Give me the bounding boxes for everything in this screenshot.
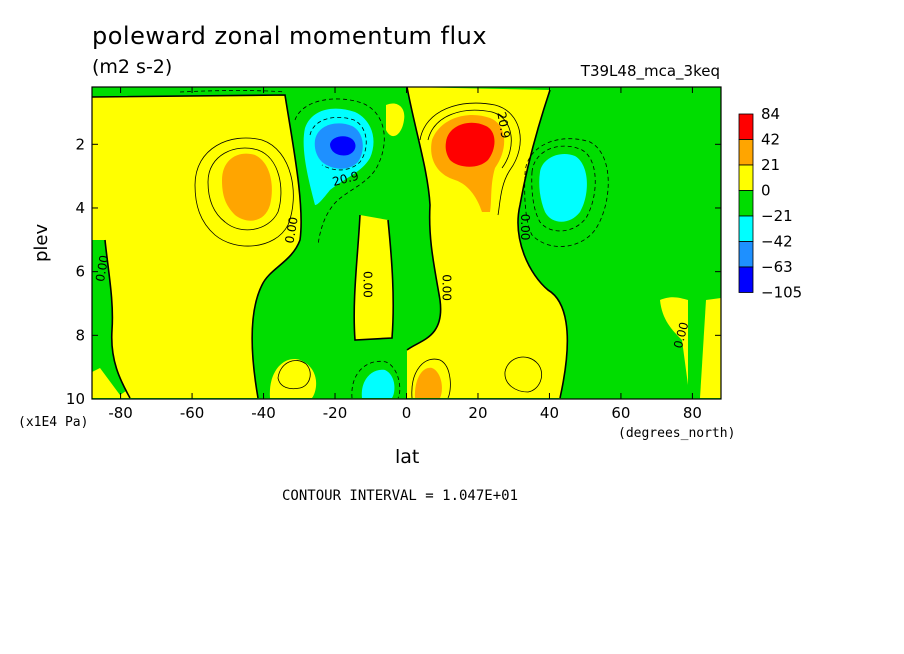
- contour-label: 20.9: [331, 169, 360, 189]
- contour-label: 20.9: [494, 111, 512, 140]
- contour-label: 0.00: [93, 254, 111, 283]
- x-tick-label: 60: [611, 404, 630, 422]
- y-tick-label: 8: [75, 326, 85, 344]
- colorbar-label: −42: [761, 233, 793, 251]
- colorbar-swatch: [738, 113, 754, 140]
- x-axis-label: lat: [395, 446, 420, 468]
- contour-north-surface-max: [411, 358, 451, 399]
- x-tick-label: 80: [683, 404, 702, 422]
- y-tick-label: 6: [75, 263, 85, 281]
- contour-north-midlat-outer: [524, 138, 609, 247]
- run-label: T39L48_mca_3keq: [580, 62, 720, 80]
- contour-north-near-surface: [504, 356, 542, 393]
- x-tick-label: -20: [323, 404, 348, 422]
- contour-label: 0.00: [282, 216, 300, 245]
- chart-title: poleward zonal momentum flux: [92, 22, 488, 50]
- x-axis-ticks: -80 -60 -40 -20 0 20 40 60 80: [108, 87, 702, 422]
- contour-label: 0.00: [361, 271, 375, 298]
- negative-contour-lines: [179, 90, 609, 399]
- field-positive-south-low: [92, 368, 170, 398]
- colorbar-swatch: [738, 139, 754, 166]
- colorbar-label: 21: [761, 156, 780, 174]
- y-tick-label: 4: [75, 199, 85, 217]
- zero-contour-central: [353, 214, 395, 341]
- zero-contour-north: [517, 89, 569, 399]
- y-axis-units: (x1E4 Pa): [18, 415, 89, 430]
- x-tick-label: 0: [402, 404, 412, 422]
- field-positive-central: [354, 215, 394, 340]
- contour-north-subtropic-outer: [419, 102, 521, 216]
- field-north-midlat-min: [539, 153, 587, 222]
- chart-units: (m2 s-2): [92, 56, 173, 78]
- x-tick-label: -40: [251, 404, 276, 422]
- contour-north-midlat-inner: [531, 145, 596, 232]
- contour-label: 0.00: [671, 320, 691, 349]
- colorbar-label: −21: [761, 207, 793, 225]
- contour-surface-south-min: [351, 360, 401, 399]
- field-south-midlat-max: [222, 153, 272, 221]
- x-axis-units: (degrees_north): [618, 426, 736, 441]
- contour-south-midlat-outer: [194, 137, 294, 247]
- field-south-subtropic-blue: [330, 136, 356, 156]
- contour-label: 0.00: [439, 274, 453, 301]
- colorbar-swatch: [738, 266, 754, 293]
- filled-contours: [92, 87, 721, 399]
- colorbar-swatch: [738, 241, 754, 268]
- contour-south-subtropic-inner: [309, 117, 367, 171]
- zero-contour-south: [92, 94, 302, 399]
- contour-top-edge: [179, 90, 286, 93]
- colorbar-swatch: [738, 190, 754, 217]
- field-north-subtropic-red: [445, 122, 495, 167]
- contour-south-midlat-inner: [207, 147, 282, 231]
- contour-south-subtropic-outer: [294, 98, 385, 246]
- zero-contour-south-low: [104, 239, 131, 399]
- field-surface-north-max: [414, 367, 442, 398]
- colorbar: 84 42 21 0 −21 −42 −63 −105: [738, 105, 802, 302]
- colorbar-label: 42: [761, 131, 780, 149]
- zero-contour-north-inner: [406, 87, 442, 351]
- x-tick-label: -80: [108, 404, 133, 422]
- colorbar-label: −63: [761, 258, 793, 276]
- y-tick-label: 10: [66, 390, 85, 408]
- x-tick-label: -60: [180, 404, 205, 422]
- colorbar-label: 0: [761, 182, 771, 200]
- field-surface-south-min: [361, 369, 395, 398]
- colorbar-label: −105: [761, 284, 802, 302]
- contour-interval: CONTOUR INTERVAL = 1.047E+01: [282, 488, 519, 504]
- colorbar-swatch: [738, 215, 754, 242]
- field-positive-far-north: [660, 297, 688, 385]
- contour-label: 0.00: [518, 214, 532, 241]
- x-tick-label: 20: [468, 404, 487, 422]
- x-tick-label: 40: [540, 404, 559, 422]
- field-positive-top-center: [386, 103, 405, 137]
- contour-labels: 20.9 20.9 0.00 0.00 0.00 0.00 0.00 0.00: [93, 111, 691, 350]
- colorbar-swatch: [738, 164, 754, 191]
- contour-north-subtropic-mid: [427, 109, 512, 169]
- contour-south-near-surface: [277, 360, 311, 390]
- colorbar-label: 84: [761, 105, 780, 123]
- contour-lines: [194, 102, 542, 399]
- y-axis-ticks: 2 4 6 8 10: [66, 135, 721, 408]
- zero-contours: [92, 87, 569, 399]
- y-tick-label: 2: [75, 135, 85, 153]
- field-positive-far-north-edge: [700, 298, 721, 398]
